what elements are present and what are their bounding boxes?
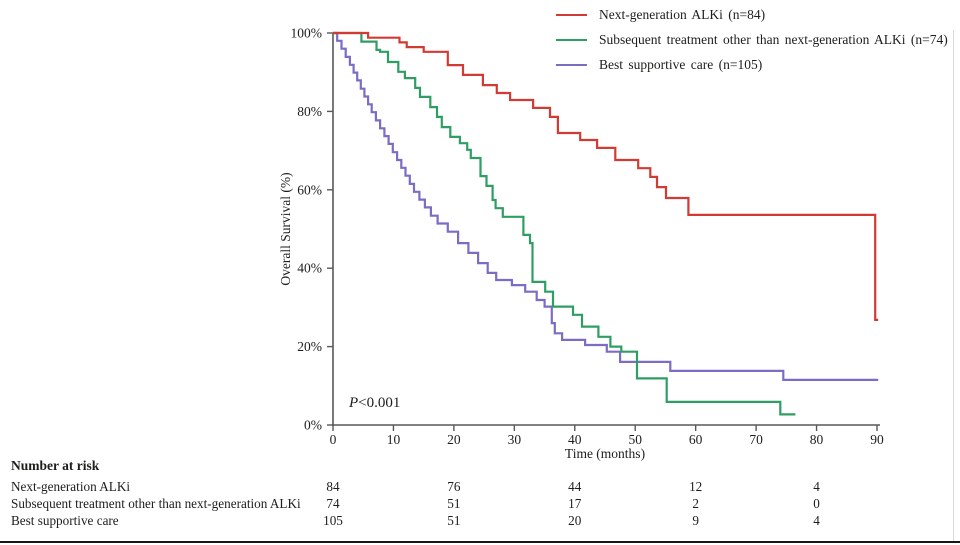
y-tick-label: 60%: [297, 182, 322, 197]
legend-row: Next-generation ALKi (n=84): [556, 6, 948, 24]
risk-count: 76: [447, 479, 461, 494]
figure-bottom-rule: [0, 541, 960, 543]
y-axis-title: Overall Survival (%): [278, 172, 293, 285]
x-tick-label: 10: [387, 432, 401, 447]
y-tick-label: 80%: [297, 104, 322, 119]
x-axis-title: Time (months): [565, 446, 645, 461]
risk-count: 0: [813, 496, 820, 511]
y-tick-label: 0%: [304, 418, 322, 433]
risk-count: 12: [689, 479, 703, 494]
risk-count: 2: [692, 496, 699, 511]
x-tick-label: 0: [330, 432, 337, 447]
risk-table-title: Number at risk: [11, 458, 100, 473]
risk-count: 84: [326, 479, 340, 494]
legend-swatch-line: [556, 63, 587, 67]
legend-label: Best supportive care (n=105): [599, 57, 763, 72]
x-tick-label: 80: [810, 432, 824, 447]
risk-count: 4: [813, 479, 820, 494]
risk-count: 20: [568, 513, 582, 528]
legend-swatch-line: [556, 38, 587, 42]
x-tick-label: 30: [508, 432, 522, 447]
legend-row: Best supportive care (n=105): [556, 56, 948, 74]
y-tick-label: 40%: [297, 261, 322, 276]
legend-label: Next-generation ALKi (n=84): [599, 7, 766, 22]
risk-count: 51: [447, 513, 461, 528]
y-tick-label: 100%: [291, 26, 323, 41]
chart-legend: Next-generation ALKi (n=84) Subsequent tr…: [556, 6, 948, 81]
risk-row-label: Best supportive care: [11, 513, 119, 528]
risk-count: 44: [568, 479, 582, 494]
x-tick-label: 90: [870, 432, 884, 447]
risk-count: 9: [692, 513, 699, 528]
legend-swatch-line: [556, 13, 587, 17]
km-curve-subsequent-treatment-other-than-next-generation-alki-n-74: [333, 31, 796, 416]
x-tick-label: 50: [628, 432, 642, 447]
legend-row: Subsequent treatment other than next-gen…: [556, 31, 948, 49]
km-curve-best-supportive-care-n-105: [333, 31, 879, 381]
x-tick-label: 60: [689, 432, 703, 447]
x-tick-label: 20: [447, 432, 461, 447]
y-tick-label: 20%: [297, 339, 322, 354]
risk-row-label: Subsequent treatment other than next-gen…: [11, 496, 301, 511]
x-tick-label: 40: [568, 432, 582, 447]
risk-count: 74: [326, 496, 340, 511]
right-edge-artifact-line: [953, 30, 954, 541]
p-value-annotation: P<0.001: [348, 395, 400, 411]
km-curve-next-generation-alki-n-84: [333, 31, 879, 321]
risk-count: 105: [323, 513, 343, 528]
risk-count: 17: [568, 496, 582, 511]
risk-row-label: Next-generation ALKi: [11, 479, 131, 494]
x-tick-label: 70: [749, 432, 763, 447]
risk-count: 4: [813, 513, 820, 528]
legend-label: Subsequent treatment other than next-gen…: [599, 32, 948, 47]
risk-count: 51: [447, 496, 461, 511]
